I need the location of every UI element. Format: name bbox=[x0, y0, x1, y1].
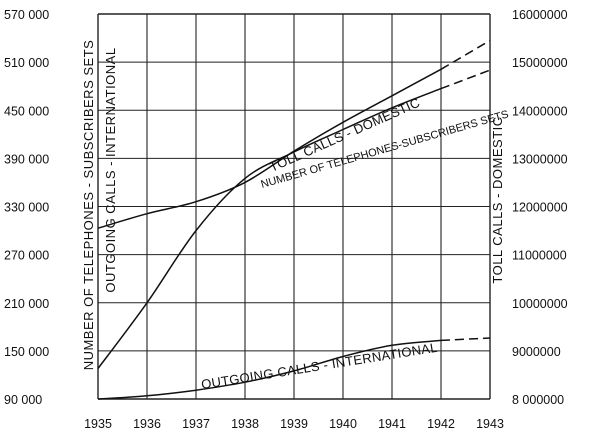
series-projection-number-of-telephones-subscribers-sets bbox=[440, 69, 491, 90]
right-tick-label: 15000000 bbox=[512, 56, 568, 70]
left-tick-label: 390 000 bbox=[4, 152, 49, 166]
x-tick-label: 1935 bbox=[84, 417, 112, 431]
left-axis-ticks: 90 000 150 000 210 000 270 000 330 000 390 00… bbox=[4, 8, 49, 407]
right-axis-ticks: 8 000000 9000000 10000000 11000000 12000000 1… bbox=[512, 8, 568, 407]
right-axis-title: TOLL CALLS - DOMESTIC bbox=[490, 116, 505, 283]
x-tick-label: 1943 bbox=[476, 417, 504, 431]
right-tick-label: 11000000 bbox=[512, 249, 567, 263]
left-tick-label: 330 000 bbox=[4, 201, 49, 215]
series-line-outgoing-calls-international bbox=[97, 339, 442, 400]
right-tick-label: 10000000 bbox=[512, 297, 568, 311]
right-tick-label: 13000000 bbox=[512, 152, 568, 166]
x-tick-label: 1936 bbox=[133, 417, 161, 431]
right-tick-label: 12000000 bbox=[512, 201, 568, 215]
right-tick-label: 9000000 bbox=[512, 345, 561, 359]
right-tick-label: 14000000 bbox=[512, 104, 568, 118]
x-tick-label: 1937 bbox=[182, 417, 210, 431]
left-tick-label: 450 000 bbox=[4, 104, 49, 118]
outgoing-calls-annotation: OUTGOING CALLS - INTERNATIONAL bbox=[200, 340, 439, 392]
left-axis-secondary-title: OUTGOING CALLS - INTERNATIONAL bbox=[103, 47, 118, 292]
left-axis-title: NUMBER OF TELEPHONES - SUBSCRIBERS SETS bbox=[81, 40, 96, 371]
series-line-number-of-telephones-subscribers-sets bbox=[97, 87, 442, 369]
left-tick-label: 270 000 bbox=[4, 249, 49, 263]
left-tick-label: 210 000 bbox=[4, 297, 49, 311]
series-lines bbox=[97, 39, 491, 400]
grid bbox=[97, 13, 491, 400]
series-line-toll-calls-domestic bbox=[97, 68, 442, 229]
left-tick-label: 570 000 bbox=[4, 8, 49, 22]
x-tick-label: 1939 bbox=[280, 417, 308, 431]
x-tick-label: 1942 bbox=[427, 417, 455, 431]
left-tick-label: 90 000 bbox=[4, 393, 42, 407]
left-tick-label: 510 000 bbox=[4, 56, 49, 70]
series-projection-outgoing-calls-international bbox=[440, 337, 491, 342]
x-tick-label: 1941 bbox=[378, 417, 406, 431]
x-tick-label: 1940 bbox=[329, 417, 357, 431]
x-tick-label: 1938 bbox=[231, 417, 259, 431]
right-tick-label: 8 000000 bbox=[512, 393, 564, 407]
series-projection-toll-calls-domestic bbox=[440, 39, 491, 70]
left-tick-label: 150 000 bbox=[4, 345, 49, 359]
x-axis-ticks: 1935 1936 1937 1938 1939 1940 1941 1942 1943 bbox=[84, 417, 504, 431]
right-tick-label: 16000000 bbox=[512, 8, 568, 22]
